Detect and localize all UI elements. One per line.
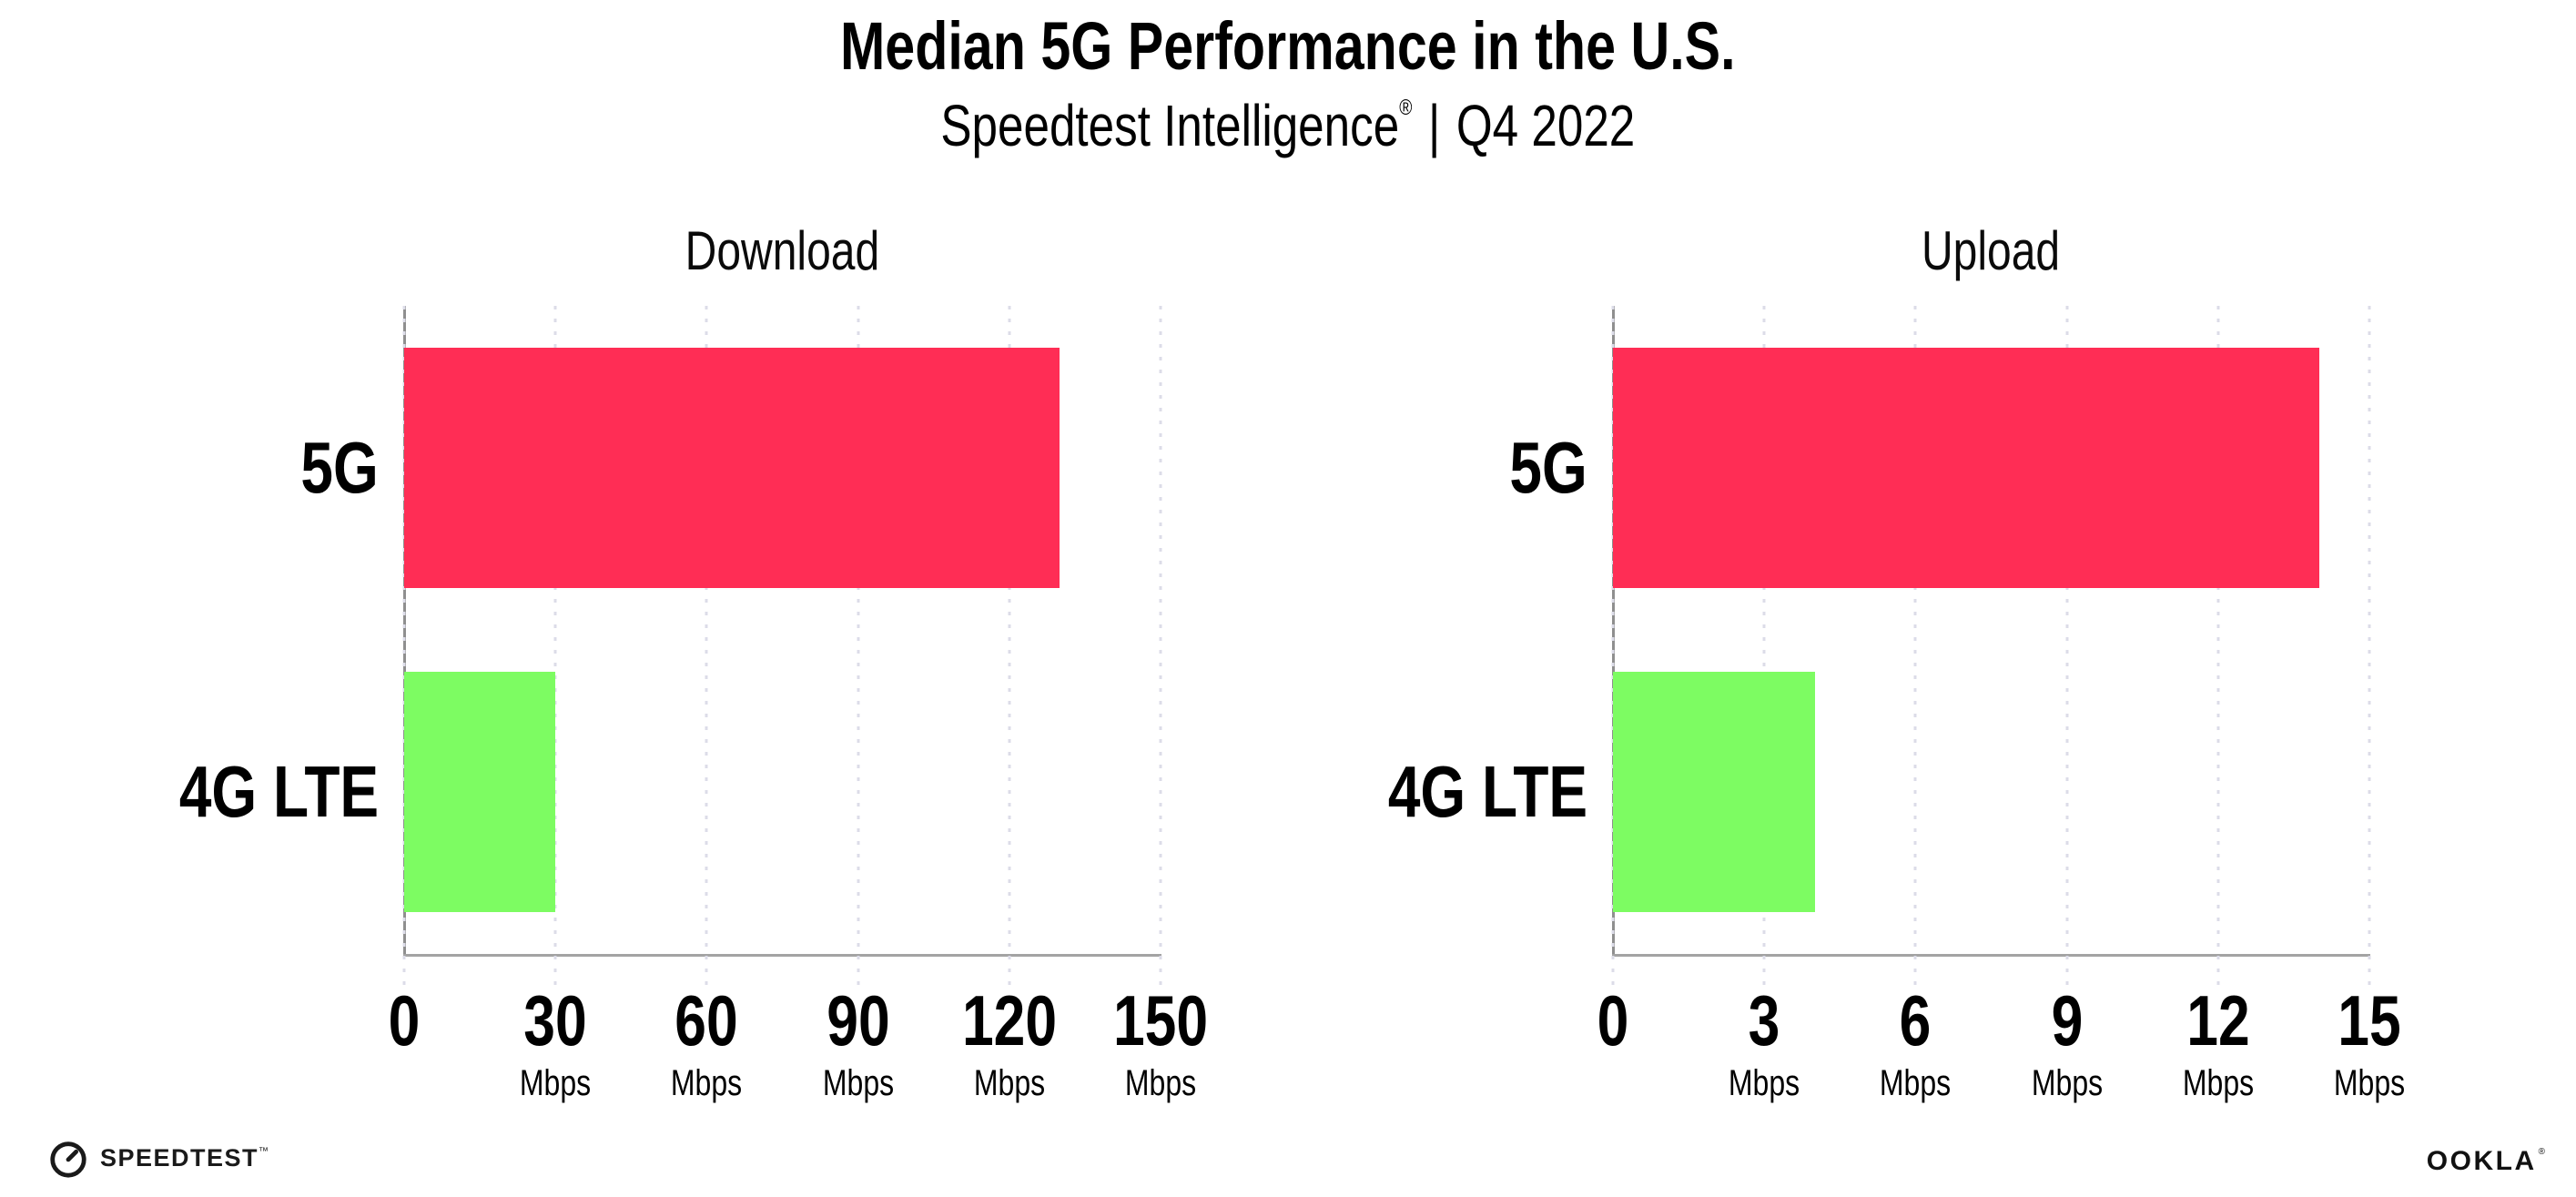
y-category-label: 4G LTE	[178, 751, 379, 832]
ookla-logo: OOKLA ®	[2427, 1146, 2545, 1177]
x-tick-value: 3	[1748, 980, 1780, 1060]
gridline	[857, 306, 860, 992]
x-axis-line	[403, 954, 1161, 957]
speedtest-gauge-icon	[50, 1141, 86, 1178]
x-tick-unit: Mbps	[1880, 1063, 1952, 1103]
subtitle-period: Q4 2022	[1456, 93, 1636, 158]
download-plot-area	[402, 306, 1162, 992]
x-tick: 90 Mbps	[814, 985, 903, 1101]
gridline	[553, 306, 557, 992]
bar-5g	[404, 348, 1060, 588]
gridline	[1913, 306, 1917, 992]
x-tick: 60 Mbps	[662, 985, 751, 1101]
y-category-label: 5G	[300, 427, 379, 508]
registered-mark: ®	[1399, 96, 1413, 120]
page-subtitle: Speedtest Intelligence® | Q4 2022	[0, 93, 2576, 160]
x-tick: 0	[1593, 985, 1632, 1056]
x-tick-value: 6	[1900, 980, 1932, 1060]
speedtest-logo: SPEEDTEST™	[47, 1137, 269, 1179]
x-tick: 120 Mbps	[950, 985, 1069, 1101]
x-tick: 12 Mbps	[2174, 985, 2263, 1101]
gridline	[1611, 306, 1615, 992]
speedtest-wordmark: SPEEDTEST	[100, 1143, 259, 1172]
x-tick-value: 60	[674, 980, 739, 1060]
download-chart-title: Download	[685, 220, 880, 281]
y-category-label: 5G	[1509, 427, 1587, 508]
subtitle-separator: |	[1428, 93, 1441, 158]
x-tick-value: 0	[388, 980, 421, 1060]
gridline	[2368, 306, 2371, 992]
x-tick-value: 120	[961, 980, 1057, 1060]
ookla-wordmark: OOKLA	[2426, 1146, 2537, 1176]
x-tick-unit: Mbps	[671, 1063, 743, 1103]
x-tick-unit: Mbps	[1124, 1063, 1197, 1103]
gridline	[2216, 306, 2220, 992]
bar-4g-lte	[1613, 672, 1815, 912]
x-tick: 15 Mbps	[2325, 985, 2414, 1101]
x-tick: 0	[384, 985, 423, 1056]
product-name: Speedtest Intelligence	[940, 93, 1400, 158]
bar-4g-lte	[404, 672, 556, 912]
x-tick: 6 Mbps	[1871, 985, 1960, 1101]
x-tick-value: 15	[2338, 980, 2401, 1060]
x-tick: 9 Mbps	[2023, 985, 2112, 1101]
x-tick-value: 12	[2186, 980, 2250, 1060]
download-x-axis-ticks: 0 30 Mbps 60 Mbps 90 Mbps 120 Mbps 150 Mbps	[389, 954, 1208, 1118]
x-tick-value: 150	[1112, 980, 1209, 1060]
upload-chart-title: Upload	[1922, 220, 2061, 281]
x-axis-line	[1612, 954, 2370, 957]
gridline	[1159, 306, 1162, 992]
x-tick-unit: Mbps	[822, 1063, 894, 1103]
gridline	[1008, 306, 1011, 992]
x-tick-unit: Mbps	[2333, 1063, 2406, 1103]
x-tick-unit: Mbps	[2031, 1063, 2103, 1103]
x-tick-unit: Mbps	[1729, 1063, 1800, 1103]
trademark-mark: ™	[259, 1145, 269, 1157]
ookla-registered-mark: ®	[2538, 1147, 2545, 1157]
upload-x-axis-ticks: 0 3 Mbps 6 Mbps 9 Mbps 12 Mbps 15 Mbps	[1597, 954, 2405, 1118]
page-title: Median 5G Performance in the U.S.	[0, 8, 2576, 84]
download-y-axis-labels: 5G 4G LTE	[91, 306, 379, 954]
x-tick: 150 Mbps	[1101, 985, 1220, 1101]
x-tick-unit: Mbps	[973, 1063, 1045, 1103]
upload-y-axis-labels: 5G 4G LTE	[1300, 306, 1587, 954]
x-tick-value: 0	[1597, 980, 1629, 1060]
x-tick-unit: Mbps	[520, 1063, 592, 1103]
gridline	[1762, 306, 1766, 992]
subtitle-text: Speedtest Intelligence® | Q4 2022	[941, 93, 1636, 160]
x-tick-unit: Mbps	[2182, 1063, 2254, 1103]
x-tick: 30 Mbps	[511, 985, 600, 1101]
x-tick-value: 30	[523, 980, 587, 1060]
x-tick-value: 90	[826, 980, 890, 1060]
gridline	[402, 306, 406, 992]
x-tick: 3 Mbps	[1719, 985, 1809, 1101]
page-title-text: Median 5G Performance in the U.S.	[840, 8, 1736, 84]
y-category-label: 4G LTE	[1387, 751, 1587, 832]
x-tick-value: 9	[2051, 980, 2083, 1060]
upload-plot-area	[1611, 306, 2371, 992]
bar-5g	[1613, 348, 2319, 588]
gridline	[705, 306, 708, 992]
gridline	[2065, 306, 2069, 992]
